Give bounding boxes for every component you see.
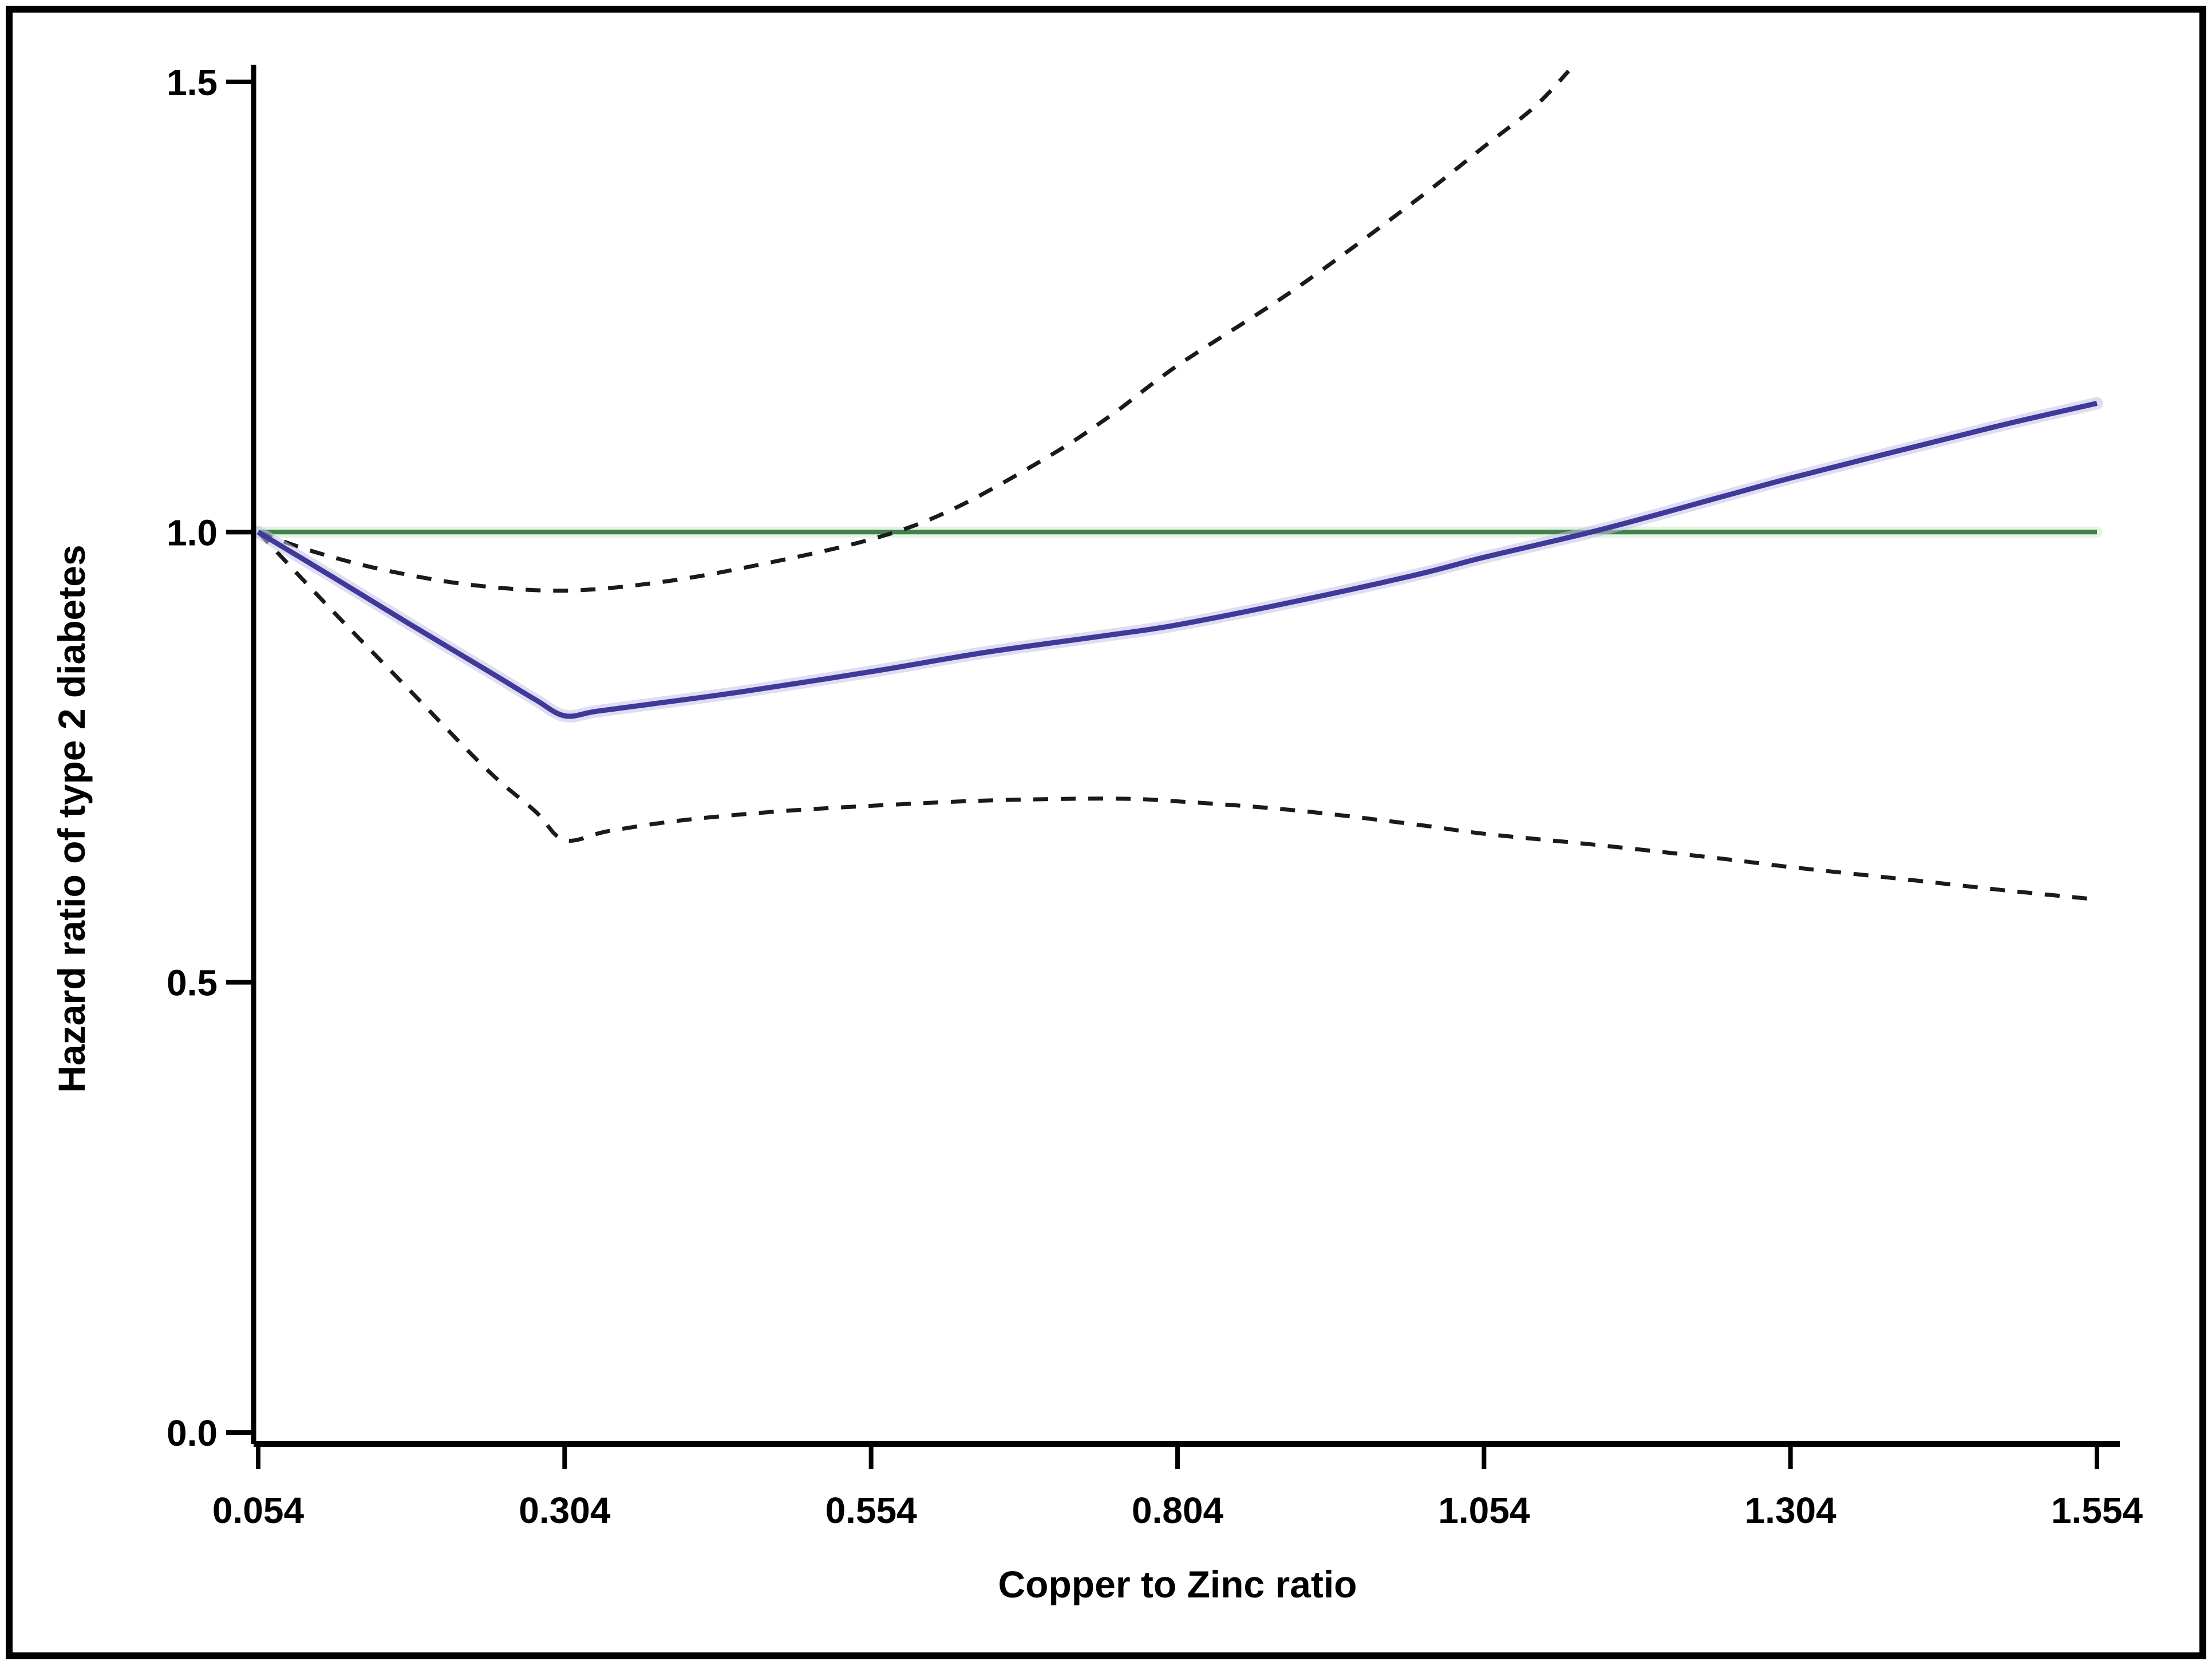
x-tick-label: 1.054 [1438,1490,1530,1531]
x-axis-title: Copper to Zinc ratio [998,1563,1357,1605]
x-tick-label: 0.804 [1132,1490,1224,1531]
figure-border [6,6,2206,1659]
x-tick-label: 0.304 [519,1490,611,1531]
y-tick-label: 0.5 [167,962,218,1004]
y-tick-label: 1.0 [167,512,218,553]
y-tick-label: 0.0 [167,1413,218,1454]
y-axis-ticks: 0.0 0.5 1.0 1.5 [167,62,254,1454]
x-axis-ticks: 0.054 0.304 0.554 0.804 1.054 1.304 1.554 [212,1444,2143,1531]
y-axis-title: Hazard ratio of type 2 diabetes [50,545,93,1092]
hazard-ratio-estimate-line [256,401,2098,719]
y-tick-label: 1.5 [167,62,218,103]
series-layer [252,69,2103,902]
x-tick-label: 1.304 [1745,1490,1837,1531]
x-tick-label: 0.554 [825,1490,918,1531]
x-tick-label: 0.054 [212,1490,305,1531]
upper-95-ci-line [257,69,1570,593]
x-tick-label: 1.554 [2051,1490,2143,1531]
